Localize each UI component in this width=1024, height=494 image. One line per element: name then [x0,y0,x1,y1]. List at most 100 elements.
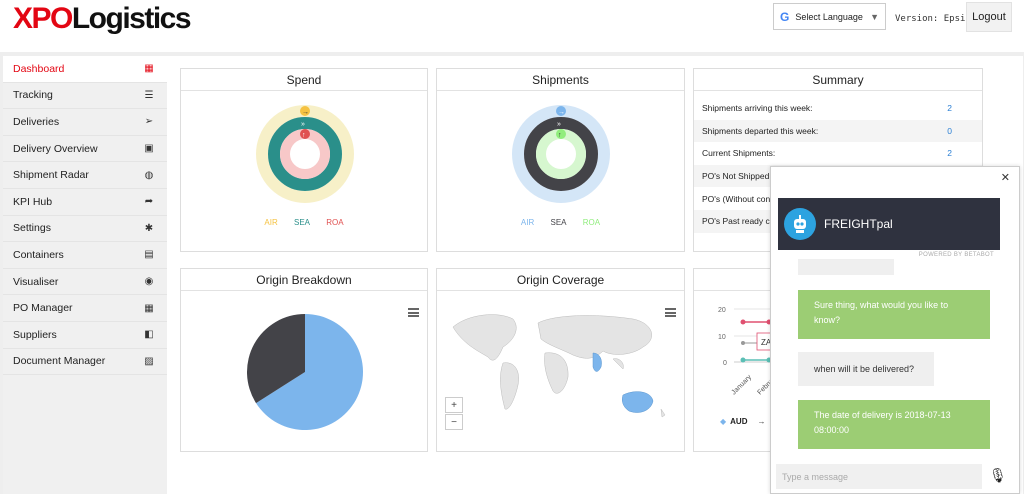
ytick-0: 0 [723,360,727,367]
sidebar: Dashboard ▦ Tracking ☰ Deliveries ➢ Delivery O… [3,56,167,494]
share-icon: ➦ [144,196,154,208]
origin-pie-chart [247,314,363,430]
ytick-20: 20 [718,307,726,314]
summary-row: Shipments departed this week: 0 [694,119,982,143]
legend-aud: AUD [730,417,748,426]
summary-label: Current Shipments: [702,148,776,159]
shipments-ring-roa [536,129,586,179]
svg-text:→: → [302,109,309,116]
shipments-panel: Shipments → » ↑ AIR SEA ROA [436,68,685,252]
chat-bot-name: FREIGHTpal [824,217,893,231]
chat-close-icon[interactable]: ✕ [1000,172,1010,184]
svg-text:»: » [301,121,305,128]
document-icon: ▨ [144,355,154,367]
spend-ring-roa [280,129,330,179]
world-map[interactable] [443,299,683,439]
grid-icon: ▦ [144,63,154,75]
sidebar-item-document-manager[interactable]: Document Manager ▨ [3,349,167,376]
map-menu-icon[interactable] [665,308,676,317]
sidebar-item-kpi-hub[interactable]: KPI Hub ➦ [3,189,167,216]
line-legend[interactable]: ◆ AUD → [720,417,766,426]
pie-slice-2[interactable] [247,314,305,404]
sidebar-item-po-manager[interactable]: PO Manager ▦ [3,295,167,322]
legend-air[interactable]: AIR [520,218,535,227]
origin-breakdown-panel: Origin Breakdown [180,268,428,452]
sidebar-item-suppliers[interactable]: Suppliers ◧ [3,322,167,349]
table-icon: ▦ [144,302,154,314]
sidebar-item-shipment-radar[interactable]: Shipment Radar ◍ [3,162,167,189]
summary-value[interactable]: 2 [947,103,952,114]
sidebar-item-tracking[interactable]: Tracking ☰ [3,83,167,110]
logo-xpo-text: XPO [13,2,73,35]
language-select[interactable]: G Select Language ▼ [773,3,886,30]
svg-text:↑: ↑ [558,132,562,139]
calendar-icon: ▣ [144,143,154,155]
sidebar-item-label: Containers [13,248,64,261]
legend-air[interactable]: AIR [264,218,278,227]
sidebar-item-delivery-overview[interactable]: Delivery Overview ▣ [3,136,167,163]
sidebar-item-deliveries[interactable]: Deliveries ➢ [3,109,167,136]
sidebar-item-label: Delivery Overview [13,142,98,155]
sidebar-item-label: Dashboard [13,62,65,75]
summary-label: PO's Not Shipped [702,171,770,182]
chat-message-bot: Sure thing, what would you like to know? [798,290,990,339]
map-australia-highlight [622,391,654,413]
legend-sea[interactable]: SEA [550,218,567,227]
svg-text:→: → [558,109,565,116]
gear-icon: ✱ [144,222,154,234]
spend-sea-arrow-icon [300,118,310,128]
eye-icon: ◉ [144,276,154,288]
send-icon: ➢ [144,116,154,128]
chat-message-input[interactable]: Type a message [776,464,982,489]
globe-icon: ◍ [144,169,154,181]
sidebar-item-label: Suppliers [13,328,57,341]
shipments-roa-arrow-icon [556,129,566,139]
sidebar-item-label: PO Manager [13,302,73,315]
sidebar-item-settings[interactable]: Settings ✱ [3,216,167,243]
shipments-legend: AIR SEA ROA [437,218,684,227]
summary-value[interactable]: 2 [947,148,952,159]
chat-message-bot: The date of delivery is 2018-07-13 08:00… [798,400,990,449]
spend-title: Spend [181,69,427,91]
logout-button[interactable]: Logout [966,2,1012,32]
summary-title: Summary [694,69,982,91]
zoom-out-button[interactable]: − [445,414,463,430]
legend-roa[interactable]: ROA [582,218,601,227]
chat-message-user: when will it be delivered? [798,352,934,386]
summary-row: PO's (Without con [694,187,982,210]
legend-roa[interactable]: ROA [326,218,344,227]
dropdown-arrow-icon: ▼ [870,11,879,22]
legend-sea[interactable]: SEA [293,218,310,227]
microphone-icon[interactable]: 🎙 [989,467,1007,483]
sidebar-item-dashboard[interactable]: Dashboard ▦ [3,56,167,83]
svg-text:»: » [557,121,561,128]
logo-logistics-text: Logistics [71,2,192,35]
sidebar-item-label: Settings [13,222,51,235]
summary-label: Shipments departed this week: [702,125,819,136]
summary-label: PO's (Without con [702,193,771,204]
sidebar-item-visualiser[interactable]: Visualiser ◉ [3,269,167,296]
robot-icon [794,215,806,233]
bot-avatar [784,208,816,240]
sidebar-item-containers[interactable]: Containers ▤ [3,242,167,269]
spend-air-arrow-icon [300,106,310,116]
summary-value[interactable]: 0 [947,125,952,136]
header: XPOLogistics G Select Language ▼ Version… [0,0,1024,52]
chat-widget: ✕ FREIGHTpal POWERED BY BETABOT Sure thi… [770,166,1020,494]
zoom-in-button[interactable]: + [445,397,463,413]
spend-roa-arrow-icon [300,129,310,139]
ytick-10: 10 [718,334,726,341]
chart-menu-icon[interactable] [408,308,419,317]
sidebar-item-label: Visualiser [13,275,59,288]
origin-coverage-panel: Origin Coverage + − [436,268,685,452]
summary-row: Current Shipments: 2 [694,142,982,165]
summary-row: Shipments arriving this week: 2 [694,97,982,120]
pie-slice-1[interactable] [256,314,363,430]
xpo-logo[interactable]: XPOLogistics [13,2,192,36]
sidebar-item-label: Shipment Radar [13,169,89,182]
tooltip-text: ZA [761,338,772,347]
card-icon: ▤ [144,249,154,261]
summary-label: PO's Past ready c [702,216,770,227]
chat-header: FREIGHTpal [778,198,1000,250]
language-select-label: Select Language [795,11,863,22]
